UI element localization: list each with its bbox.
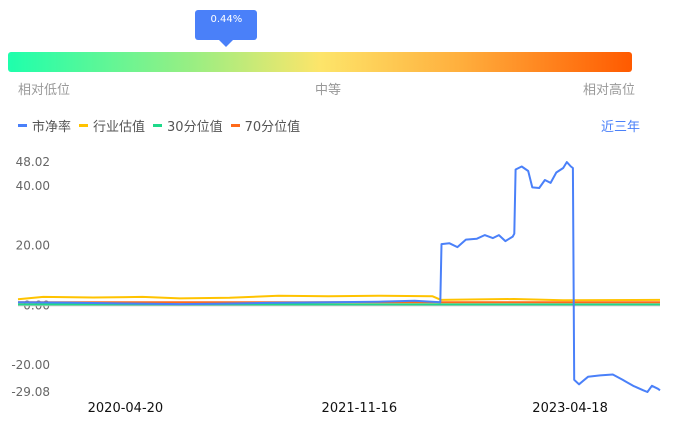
legend-label: 市净率 (32, 120, 72, 135)
gauge-mid-label: 中等 (315, 83, 342, 98)
series-line-1 (17, 294, 661, 302)
legend-swatch (18, 124, 27, 127)
legend-swatch (153, 124, 163, 127)
percentile-tooltip: 0.44% (195, 10, 258, 47)
gauge-low-label: 相对低位 (18, 83, 71, 98)
legend-label: 行业估值 (93, 120, 146, 135)
y-tick-label: -29.08 (11, 385, 50, 399)
legend-swatch (79, 124, 89, 127)
series-line-0 (17, 161, 661, 393)
chart-legend: 市净率 行业估值 30分位值 70分位值 (18, 116, 302, 135)
y-tick-label: 20.00 (16, 239, 50, 253)
valuation-gauge-bar (8, 52, 632, 72)
y-tick-label: -20.00 (11, 358, 50, 372)
legend-swatch (230, 124, 240, 127)
x-tick-label: 2021-11-16 (322, 401, 398, 416)
gauge-high-label: 相对高位 (583, 83, 636, 98)
y-tick-label: 40.00 (16, 179, 50, 193)
legend-item-p30[interactable]: 30分位值 (153, 116, 223, 135)
legend-item-industry[interactable]: 行业估值 (79, 116, 145, 135)
legend-label: 30分位值 (167, 120, 223, 135)
time-range-button[interactable]: 近三年 (600, 120, 640, 135)
legend-item-pb[interactable]: 市净率 (18, 116, 71, 135)
legend-item-p70[interactable]: 70分位值 (230, 116, 301, 135)
x-tick-label: 2020-04-20 (88, 401, 164, 416)
y-tick-label: 48.02 (16, 155, 50, 169)
legend-label: 70分位值 (244, 120, 301, 135)
x-tick-label: 2023-04-18 (532, 401, 608, 416)
